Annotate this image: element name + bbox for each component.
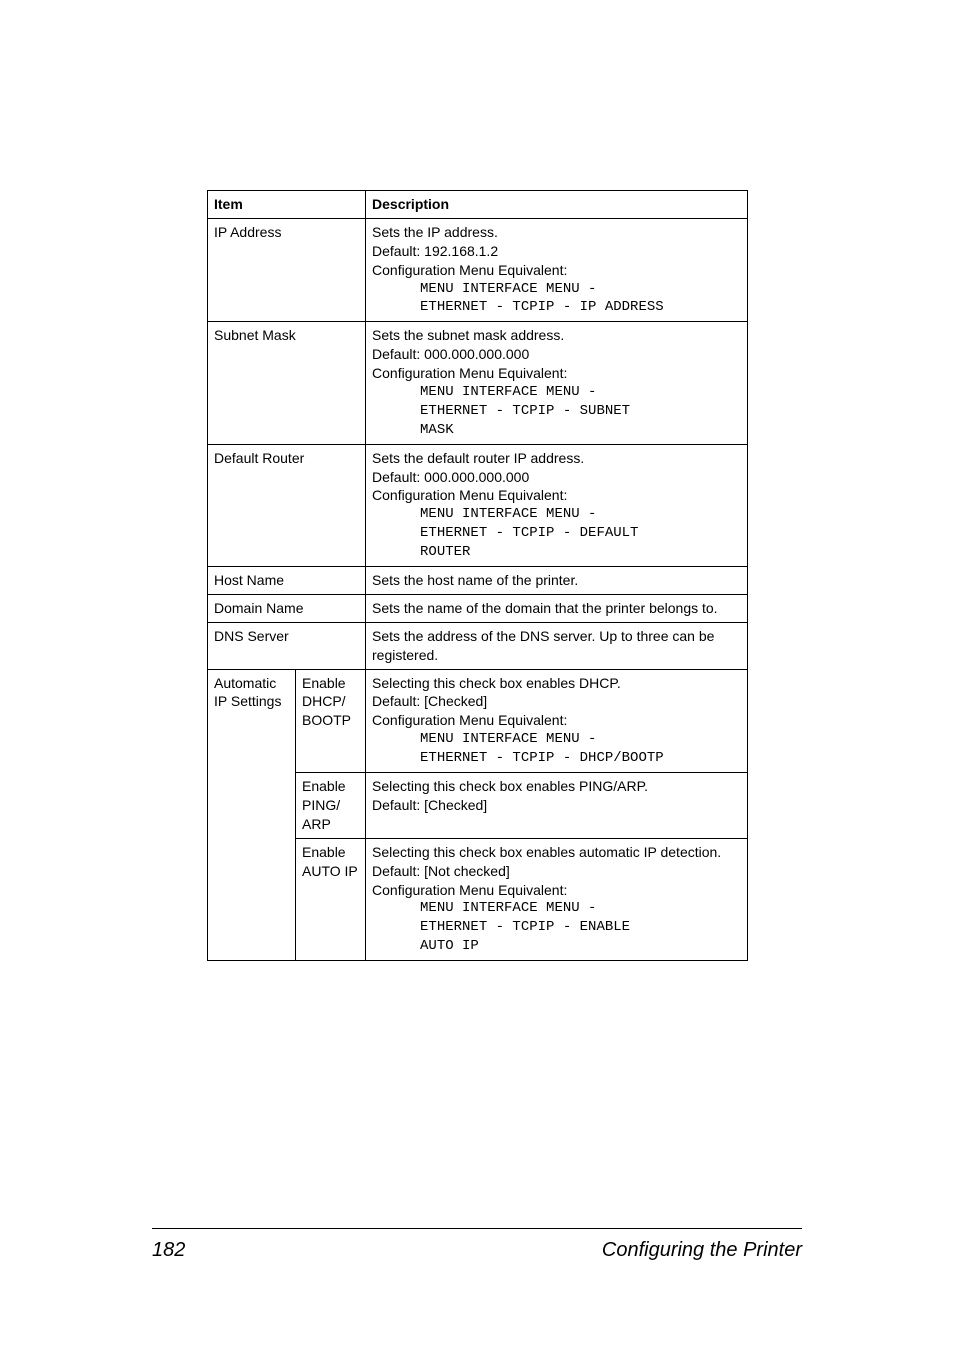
cell-subitem: Enable AUTO IP — [296, 838, 366, 960]
desc-line: Selecting this check box enables PING/AR… — [372, 778, 648, 794]
table-row: Automatic IP Settings Enable DHCP/ BOOTP… — [208, 669, 748, 772]
desc-line: Configuration Menu Equivalent: — [372, 882, 567, 898]
cell-item: IP Address — [208, 218, 366, 321]
cell-description: Selecting this check box enables DHCP. D… — [366, 669, 748, 772]
mono-block: MENU INTERFACE MENU - ETHERNET - TCPIP -… — [372, 730, 741, 768]
cell-description: Sets the address of the DNS server. Up t… — [366, 622, 748, 669]
table-row: IP Address Sets the IP address. Default:… — [208, 218, 748, 321]
cell-item: Domain Name — [208, 594, 366, 622]
desc-line: Sets the name of the domain that the pri… — [372, 600, 718, 616]
mono-block: MENU INTERFACE MENU - ETHERNET - TCPIP -… — [372, 505, 741, 562]
desc-line: Sets the host name of the printer. — [372, 572, 578, 588]
mono-block: MENU INTERFACE MENU - ETHERNET - TCPIP -… — [372, 899, 741, 956]
desc-line: Configuration Menu Equivalent: — [372, 487, 567, 503]
header-item: Item — [208, 191, 366, 219]
desc-line: Default: 000.000.000.000 — [372, 469, 529, 485]
desc-line: Sets the address of the DNS server. Up t… — [372, 628, 714, 663]
desc-line: Default: 192.168.1.2 — [372, 243, 498, 259]
cell-subitem: Enable PING/ ARP — [296, 773, 366, 839]
cell-description: Sets the default router IP address. Defa… — [366, 444, 748, 566]
desc-line: Configuration Menu Equivalent: — [372, 365, 567, 381]
desc-line: Default: [Checked] — [372, 797, 487, 813]
cell-description: Sets the name of the domain that the pri… — [366, 594, 748, 622]
table-row: Domain Name Sets the name of the domain … — [208, 594, 748, 622]
desc-line: Selecting this check box enables automat… — [372, 844, 721, 860]
cell-description: Sets the subnet mask address. Default: 0… — [366, 322, 748, 444]
desc-line: Sets the subnet mask address. — [372, 327, 564, 343]
desc-line: Configuration Menu Equivalent: — [372, 262, 567, 278]
desc-line: Sets the default router IP address. — [372, 450, 584, 466]
cell-item: Host Name — [208, 567, 366, 595]
cell-item: Default Router — [208, 444, 366, 566]
cell-description: Selecting this check box enables automat… — [366, 838, 748, 960]
page-footer: 182 Configuring the Printer — [152, 1228, 802, 1262]
desc-line: Sets the IP address. — [372, 224, 498, 240]
desc-line: Configuration Menu Equivalent: — [372, 712, 567, 728]
cell-item: DNS Server — [208, 622, 366, 669]
table-row: DNS Server Sets the address of the DNS s… — [208, 622, 748, 669]
header-description: Description — [366, 191, 748, 219]
cell-description: Sets the IP address. Default: 192.168.1.… — [366, 218, 748, 321]
mono-block: MENU INTERFACE MENU - ETHERNET - TCPIP -… — [372, 383, 741, 440]
page-number: 182 — [152, 1239, 185, 1262]
desc-line: Default: [Not checked] — [372, 863, 510, 879]
cell-description: Sets the host name of the printer. — [366, 567, 748, 595]
cell-item-group: Automatic IP Settings — [208, 669, 296, 960]
table-row: Host Name Sets the host name of the prin… — [208, 567, 748, 595]
mono-block: MENU INTERFACE MENU - ETHERNET - TCPIP -… — [372, 280, 741, 318]
table-row: Default Router Sets the default router I… — [208, 444, 748, 566]
cell-description: Selecting this check box enables PING/AR… — [366, 773, 748, 839]
footer-section-title: Configuring the Printer — [602, 1239, 802, 1262]
table-row: Subnet Mask Sets the subnet mask address… — [208, 322, 748, 444]
desc-line: Default: 000.000.000.000 — [372, 346, 529, 362]
desc-line: Selecting this check box enables DHCP. — [372, 675, 621, 691]
config-table: Item Description IP Address Sets the IP … — [207, 190, 748, 961]
cell-item: Subnet Mask — [208, 322, 366, 444]
cell-subitem: Enable DHCP/ BOOTP — [296, 669, 366, 772]
desc-line: Default: [Checked] — [372, 693, 487, 709]
